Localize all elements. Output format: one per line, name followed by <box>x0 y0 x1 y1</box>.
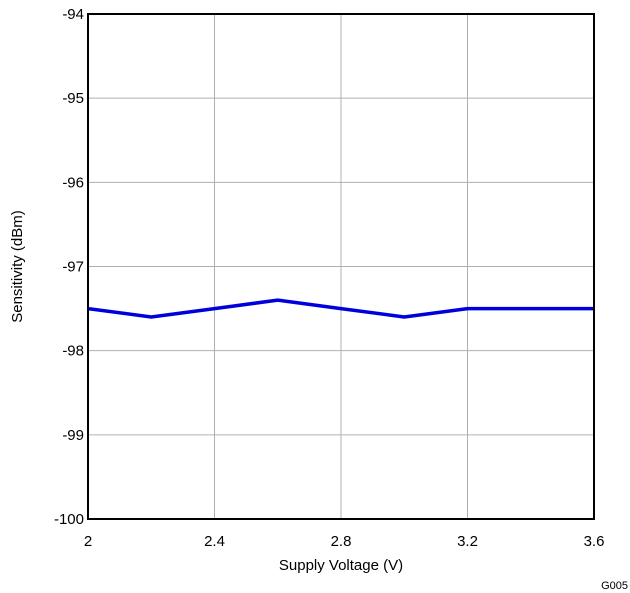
grid-lines <box>88 14 594 519</box>
x-axis-title: Supply Voltage (V) <box>279 557 403 574</box>
x-tick-labels: 2 2.4 2.8 3.2 3.6 <box>84 533 605 550</box>
y-tick-label: -95 <box>62 90 84 107</box>
x-tick-label: 2.4 <box>204 533 225 550</box>
x-tick-label: 2 <box>84 533 92 550</box>
y-tick-label: -94 <box>62 6 84 23</box>
y-tick-label: -98 <box>62 343 84 360</box>
x-tick-label: 3.6 <box>584 533 605 550</box>
plot-frame <box>87 13 595 520</box>
y-tick-label: -96 <box>62 174 84 191</box>
x-tick-label: 2.8 <box>331 533 352 550</box>
figure-id: G005 <box>601 580 628 592</box>
y-tick-label: -99 <box>62 427 84 444</box>
x-tick-label: 3.2 <box>457 533 478 550</box>
y-tick-label: -100 <box>54 511 84 528</box>
y-axis-title: Sensitivity (dBm) <box>9 210 26 323</box>
y-tick-labels: -94 -95 -96 -97 -98 -99 -100 <box>54 6 84 528</box>
y-tick-label: -97 <box>62 259 84 276</box>
